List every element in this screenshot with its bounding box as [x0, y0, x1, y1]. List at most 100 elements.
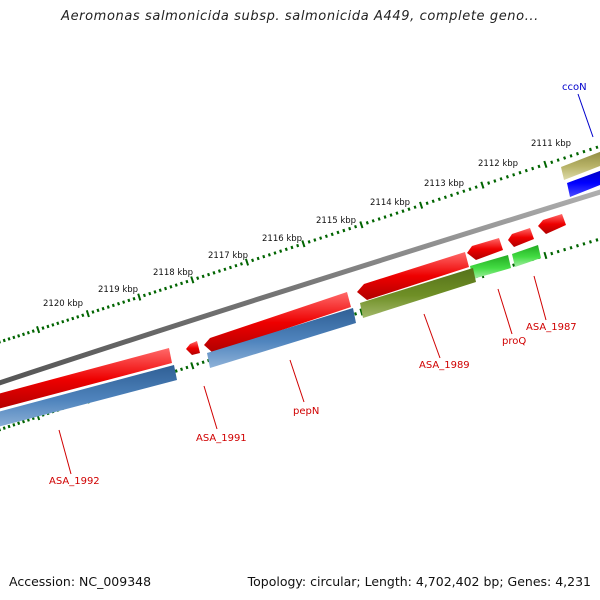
outer-ruler-minor-tick [365, 221, 369, 225]
inner-ruler-minor-tick [185, 365, 189, 370]
outer-ruler-minor-tick [313, 238, 317, 242]
outer-ruler-minor-tick [81, 313, 85, 318]
inner-ruler-major-tick [543, 251, 548, 260]
outer-ruler-minor-tick [61, 319, 65, 324]
outer-ruler-major-tick [85, 310, 90, 318]
outer-ruler-minor-tick [273, 251, 277, 255]
outer-ruler-minor-tick [111, 303, 115, 308]
feature-green-2 [470, 255, 511, 279]
tick-label-2119: 2119 kbp [98, 285, 138, 295]
outer-ruler-minor-tick [474, 185, 478, 189]
inner-ruler-major-tick [359, 308, 364, 316]
outer-ruler-minor-tick [122, 300, 126, 304]
gene-block-ccoN-top [561, 151, 600, 180]
feature-blue-2 [0, 365, 177, 427]
outer-ruler-minor-tick [413, 205, 417, 209]
gene-arrow-1 [538, 214, 566, 234]
outer-ruler-minor-tick [212, 271, 216, 275]
outer-ruler-minor-tick [582, 149, 586, 154]
outer-ruler-minor-tick [377, 217, 381, 221]
feature-blue-1 [207, 308, 356, 368]
outer-ruler-minor-tick [256, 256, 260, 261]
outer-ruler-minor-tick [169, 285, 173, 289]
leader-ccoN [577, 93, 594, 138]
tick-label-2111: 2111 kbp [531, 139, 571, 149]
outer-ruler-minor-tick [96, 308, 100, 313]
outer-ruler-minor-tick [46, 324, 50, 329]
outer-ruler-minor-tick [290, 245, 294, 250]
gene-arrow-5 [204, 292, 351, 353]
outer-ruler-minor-tick [66, 318, 70, 322]
gene-labels: ccoN ASA_1987 proQ ASA_1989 pepN ASA_199… [49, 82, 587, 487]
outer-ruler-minor-tick [588, 147, 592, 152]
outer-ruler-minor-tick [401, 209, 405, 213]
inner-ruler-minor-tick [196, 362, 200, 366]
outer-ruler-minor-tick [431, 199, 435, 204]
outer-ruler-minor-tick [493, 179, 497, 183]
tick-label-2120: 2120 kbp [43, 299, 83, 309]
outer-ruler-minor-tick [575, 151, 579, 156]
outer-ruler-minor-tick [371, 219, 375, 223]
genome-backbone [0, 189, 600, 386]
outer-ruler-minor-tick [336, 230, 340, 235]
outer-ruler-minor-tick [395, 211, 399, 215]
outer-ruler-minor-tick [31, 329, 35, 333]
outer-ruler-minor-tick [132, 296, 136, 301]
gene-arrow-7 [0, 348, 172, 409]
label-leaders [58, 93, 594, 475]
tick-label-2114: 2114 kbp [370, 198, 410, 208]
outer-ruler-minor-tick [234, 263, 238, 268]
outer-ruler-minor-tick [148, 291, 152, 296]
outer-ruler-minor-tick [499, 177, 503, 181]
outer-ruler-minor-tick [330, 232, 334, 237]
gene-label-proQ: proQ [502, 336, 526, 347]
outer-ruler-minor-tick [158, 288, 162, 293]
inner-ruler-minor-tick [563, 247, 567, 252]
tick-labels: 2111 kbp 2112 kbp 2113 kbp 2114 kbp 2115… [43, 139, 571, 309]
tick-label-2117: 2117 kbp [208, 251, 248, 261]
outer-ruler-minor-tick [437, 197, 441, 202]
leader-pepN [289, 359, 305, 403]
outer-ruler-minor-tick [12, 335, 16, 340]
inner-ruler-minor-tick [180, 367, 184, 372]
outer-ruler-minor-tick [556, 158, 560, 162]
outer-ruler-minor-tick [239, 262, 243, 266]
outer-ruler-minor-tick [21, 332, 26, 337]
gene-label-ASA_1992: ASA_1992 [49, 476, 100, 487]
outer-ruler-major-tick [543, 160, 548, 169]
outer-ruler-minor-tick [443, 195, 447, 200]
outer-ruler-minor-tick [450, 193, 454, 198]
inner-ruler-minor-tick [12, 423, 16, 427]
inner-ruler-minor-tick [556, 249, 560, 254]
feature-green-1 [512, 245, 541, 267]
outer-ruler-minor-tick [207, 272, 211, 277]
outer-ruler-minor-tick [153, 290, 157, 294]
outer-ruler-minor-tick [262, 254, 266, 259]
outer-ruler-minor-tick [127, 298, 131, 303]
inner-ruler-minor-tick [354, 312, 358, 316]
leader-ASA_1989 [423, 313, 441, 359]
outer-ruler-minor-tick [71, 316, 75, 321]
inner-ruler-minor-tick [595, 238, 599, 242]
outer-ruler-minor-tick [307, 240, 311, 244]
outer-ruler-minor-tick [284, 247, 288, 252]
outer-ruler-minor-tick [563, 156, 567, 160]
gene-label-ASA_1987: ASA_1987 [526, 322, 577, 333]
outer-ruler-minor-tick [505, 175, 509, 179]
outer-ruler-minor-tick [180, 281, 184, 286]
forward-strand-features [0, 151, 600, 409]
outer-ruler-minor-tick [462, 189, 466, 193]
outer-ruler-major-tick [301, 240, 306, 248]
leader-ASA_1992 [58, 429, 72, 475]
gene-label-ccoN: ccoN [562, 82, 587, 93]
tick-label-2115: 2115 kbp [316, 216, 356, 226]
outer-ruler-minor-tick [348, 226, 352, 231]
outer-ruler-major-tick [190, 276, 195, 284]
outer-ruler-minor-tick [468, 187, 472, 191]
leader-proQ [497, 288, 513, 335]
outer-ruler-minor-tick [228, 265, 232, 270]
inner-ruler-major-tick [190, 362, 195, 370]
gene-arrow-4 [357, 252, 469, 300]
gene-block-ccoN-inner [567, 170, 600, 197]
